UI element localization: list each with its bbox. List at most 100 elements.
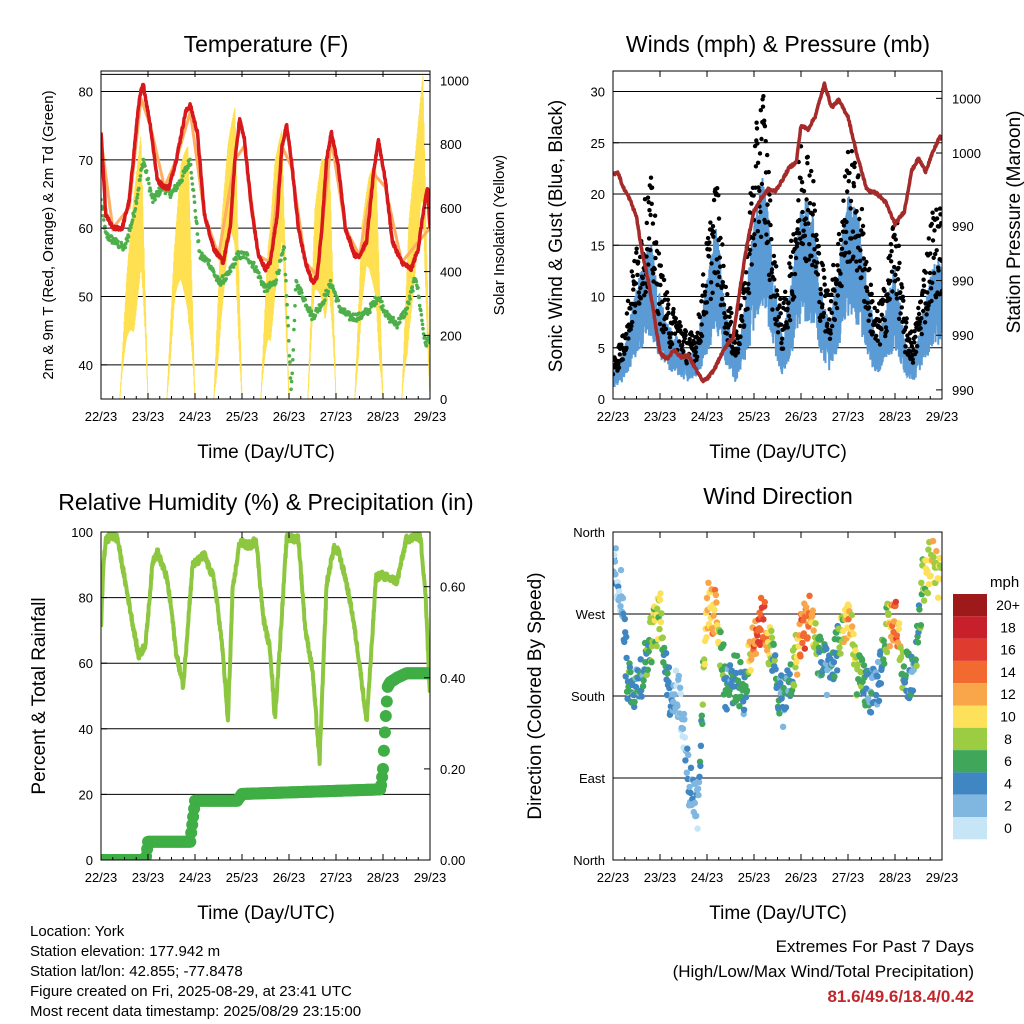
direction-point [656, 596, 664, 604]
gust-point [758, 234, 764, 239]
gust-point [779, 340, 784, 346]
gust-point [729, 310, 734, 316]
dewpoint-point [123, 245, 128, 250]
direction-point [760, 616, 767, 623]
direction-point [644, 666, 651, 673]
dewpoint-point [218, 283, 223, 287]
direction-point [711, 586, 719, 594]
gust-point [929, 298, 934, 304]
gust-point [711, 229, 716, 235]
gust-point [930, 210, 935, 215]
winds-xtick-label: 23/23 [644, 409, 677, 424]
direction-point [794, 671, 801, 678]
humidity-xtick-label: 22/23 [85, 870, 118, 885]
dewpoint-point [276, 271, 281, 276]
direction-point [900, 663, 908, 670]
gust-point [827, 307, 832, 312]
gust-point [929, 221, 934, 227]
gust-point [915, 344, 920, 349]
gust-point [722, 311, 727, 316]
direction-point [672, 667, 680, 674]
gust-point [839, 283, 844, 289]
gust-point [810, 212, 815, 217]
direction-point [787, 661, 794, 668]
gust-point [851, 254, 856, 259]
gust-point [893, 237, 898, 242]
station-elevation: Station elevation: 177.942 m [30, 943, 221, 960]
gust-point [864, 259, 869, 265]
direction-point [782, 704, 790, 711]
dewpoint-point [195, 232, 200, 236]
gust-point [807, 242, 812, 247]
gust-point [723, 284, 728, 290]
gust-point [933, 295, 939, 300]
gust-point [624, 345, 629, 351]
direction-grid [613, 531, 942, 861]
gust-point [889, 249, 894, 254]
gust-point [722, 325, 727, 330]
direction-point [874, 658, 882, 666]
direction-point [683, 769, 690, 776]
direction-point [786, 670, 793, 678]
direction-point [860, 690, 867, 697]
humidity-ytick-label: 100 [71, 525, 93, 540]
direction-point [748, 656, 755, 663]
dewpoint-point [191, 188, 196, 192]
gust-point [624, 311, 630, 316]
winds-ytick-label: 30 [591, 85, 605, 100]
direction-point [895, 625, 902, 633]
gust-point [718, 264, 723, 269]
pressure-line [613, 81, 942, 384]
gust-point [795, 227, 800, 232]
colorbar-swatch [953, 750, 987, 773]
gust-point [756, 219, 762, 224]
direction-point [632, 683, 640, 691]
gust-point [774, 264, 779, 269]
direction-point [726, 662, 734, 669]
gust-point [918, 299, 924, 304]
direction-point [747, 667, 754, 674]
gust-point [708, 296, 713, 302]
gust-point [715, 270, 721, 275]
gust-point [761, 94, 766, 99]
gust-point [748, 247, 753, 253]
gust-point [903, 325, 909, 330]
gust-point [697, 314, 703, 320]
dewpoint-point [335, 295, 340, 300]
gust-point [751, 236, 756, 241]
humidity-ytick-label: 80 [79, 591, 93, 606]
gust-point [934, 207, 939, 212]
colorbar-swatch [953, 817, 987, 840]
gust-point [705, 235, 711, 241]
gust-point [636, 259, 641, 265]
dewpoint-point [212, 270, 216, 274]
gust-point [921, 283, 927, 288]
dewpoint-point [285, 315, 290, 320]
gust-point [658, 263, 663, 268]
direction-point [885, 611, 892, 618]
direction-point [757, 594, 765, 602]
gust-point [852, 160, 857, 166]
gust-point [805, 154, 810, 160]
temperature-ytick-label: 40 [79, 358, 93, 373]
gust-point [879, 312, 884, 317]
dewpoint-point [410, 285, 415, 289]
humidity-title: Relative Humidity (%) & Precipitation (i… [58, 489, 473, 515]
gust-point [875, 338, 880, 343]
gust-point [870, 329, 875, 335]
gust-point [864, 285, 869, 290]
gust-point [628, 306, 633, 311]
gust-point [769, 237, 774, 242]
direction-point [772, 666, 779, 673]
dewpoint-point [408, 297, 412, 301]
gust-point [842, 174, 848, 179]
dewpoint-point [288, 360, 292, 364]
gust-point [811, 202, 816, 207]
gust-point [703, 283, 709, 288]
gust-point [854, 209, 859, 214]
gust-point [844, 219, 849, 225]
gust-point [720, 242, 725, 247]
gust-point [813, 264, 818, 269]
gust-point [856, 233, 862, 238]
direction-point [845, 603, 853, 610]
